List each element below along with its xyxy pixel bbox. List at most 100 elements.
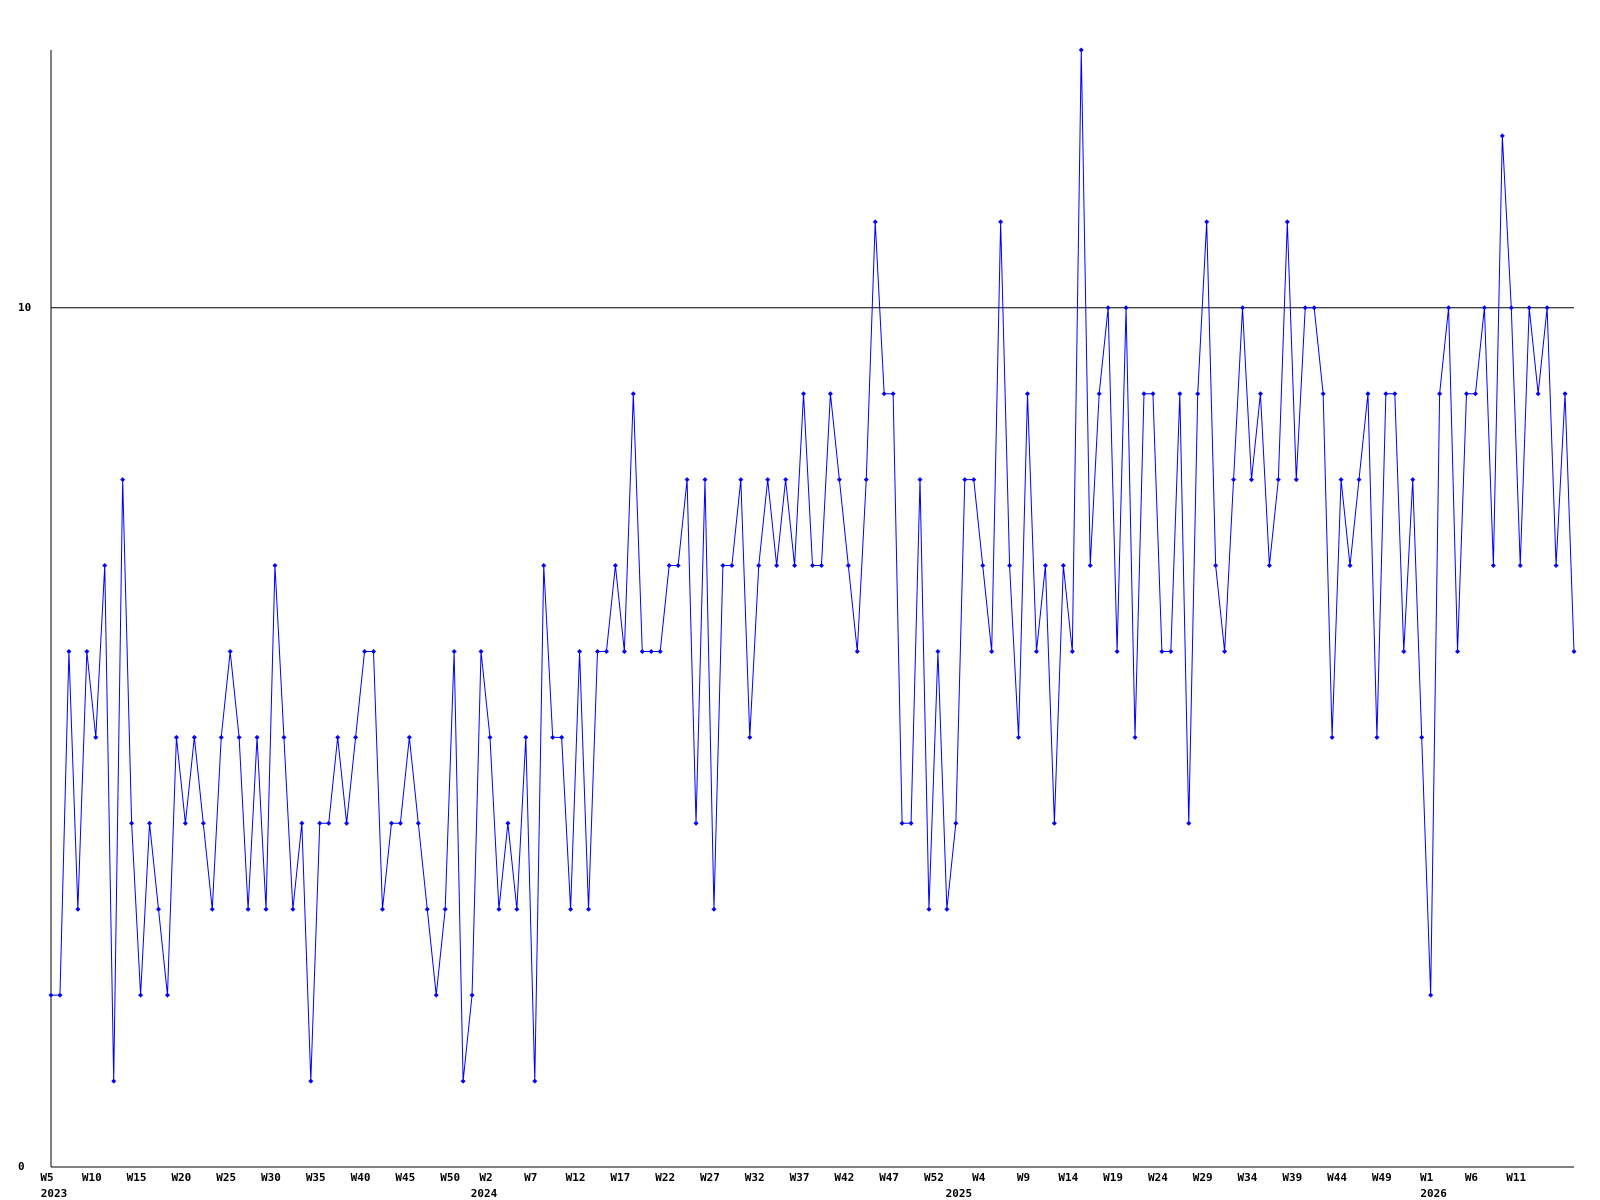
data-point: [917, 477, 923, 483]
x-tick-label: W52: [924, 1171, 944, 1184]
data-point: [281, 734, 287, 740]
data-point: [487, 734, 493, 740]
data-point: [863, 477, 869, 483]
data-point: [1446, 305, 1452, 311]
data-point: [1069, 648, 1075, 654]
data-point: [908, 820, 914, 826]
data-point: [362, 648, 368, 654]
data-point: [962, 477, 968, 483]
data-point: [532, 1078, 538, 1084]
data-point: [182, 820, 188, 826]
data-point: [120, 477, 126, 483]
data-point: [1302, 305, 1308, 311]
data-point: [1195, 391, 1201, 397]
data-point: [156, 906, 162, 912]
data-point: [1114, 648, 1120, 654]
x-year-label: 2023: [41, 1187, 68, 1200]
data-point: [845, 563, 851, 569]
data-point: [657, 648, 663, 654]
data-point: [1499, 133, 1505, 139]
x-tick-label: W49: [1372, 1171, 1392, 1184]
data-point: [639, 648, 645, 654]
data-point: [1186, 820, 1192, 826]
data-point: [1365, 391, 1371, 397]
data-point: [568, 906, 574, 912]
data-point: [379, 906, 385, 912]
data-point: [1571, 648, 1577, 654]
data-point: [1078, 47, 1084, 53]
x-tick-label: W10: [82, 1171, 102, 1184]
data-point: [469, 992, 475, 998]
data-point: [747, 734, 753, 740]
x-tick-label: W20: [171, 1171, 191, 1184]
data-point: [1231, 477, 1237, 483]
data-point: [200, 820, 206, 826]
data-point: [1105, 305, 1111, 311]
x-tick-label: W11: [1506, 1171, 1526, 1184]
data-point: [836, 477, 842, 483]
data-point: [872, 219, 878, 225]
data-point: [1213, 563, 1219, 569]
data-point: [263, 906, 269, 912]
data-point: [675, 563, 681, 569]
data-point: [1096, 391, 1102, 397]
data-point: [164, 992, 170, 998]
data-point: [765, 477, 771, 483]
x-tick-label: W1: [1420, 1171, 1434, 1184]
x-tick-label: W47: [879, 1171, 899, 1184]
data-point: [630, 391, 636, 397]
data-point: [460, 1078, 466, 1084]
data-point: [308, 1078, 314, 1084]
data-point: [550, 734, 556, 740]
x-year-label: 2025: [946, 1187, 973, 1200]
data-point: [147, 820, 153, 826]
data-point: [926, 906, 932, 912]
x-tick-label: W45: [395, 1171, 415, 1184]
data-point: [227, 648, 233, 654]
data-point: [586, 906, 592, 912]
data-point: [75, 906, 81, 912]
data-point: [1033, 648, 1039, 654]
data-point: [1508, 305, 1514, 311]
data-point: [621, 648, 627, 654]
data-point: [93, 734, 99, 740]
data-point: [541, 563, 547, 569]
data-point: [1463, 391, 1469, 397]
x-tick-label: W14: [1058, 1171, 1078, 1184]
data-point: [1266, 563, 1272, 569]
data-point: [1535, 391, 1541, 397]
data-point: [1257, 391, 1263, 397]
data-point: [881, 391, 887, 397]
data-point: [433, 992, 439, 998]
data-point: [290, 906, 296, 912]
data-point: [1338, 477, 1344, 483]
data-point: [1428, 992, 1434, 998]
data-point: [48, 992, 54, 998]
data-point: [209, 906, 215, 912]
data-point: [371, 648, 377, 654]
data-point: [1051, 820, 1057, 826]
data-point: [388, 820, 394, 826]
data-point: [801, 391, 807, 397]
data-point: [406, 734, 412, 740]
data-point: [1329, 734, 1335, 740]
data-point: [496, 906, 502, 912]
data-point: [1383, 391, 1389, 397]
data-point: [514, 906, 520, 912]
data-point: [1150, 391, 1156, 397]
x-tick-label: W34: [1238, 1171, 1258, 1184]
data-point: [191, 734, 197, 740]
data-point: [1168, 648, 1174, 654]
x-year-label: 2026: [1420, 1187, 1447, 1200]
data-point: [173, 734, 179, 740]
x-tick-label: W27: [700, 1171, 720, 1184]
data-point: [899, 820, 905, 826]
data-point: [1025, 391, 1031, 397]
data-point: [1455, 648, 1461, 654]
x-tick-label: W9: [1017, 1171, 1030, 1184]
x-tick-label: W19: [1103, 1171, 1123, 1184]
data-point: [218, 734, 224, 740]
data-point: [451, 648, 457, 654]
data-point: [998, 219, 1004, 225]
